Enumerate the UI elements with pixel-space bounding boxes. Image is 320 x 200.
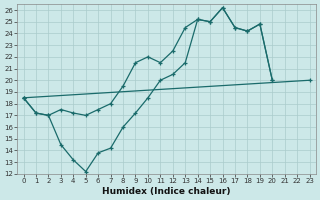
- X-axis label: Humidex (Indice chaleur): Humidex (Indice chaleur): [102, 187, 231, 196]
